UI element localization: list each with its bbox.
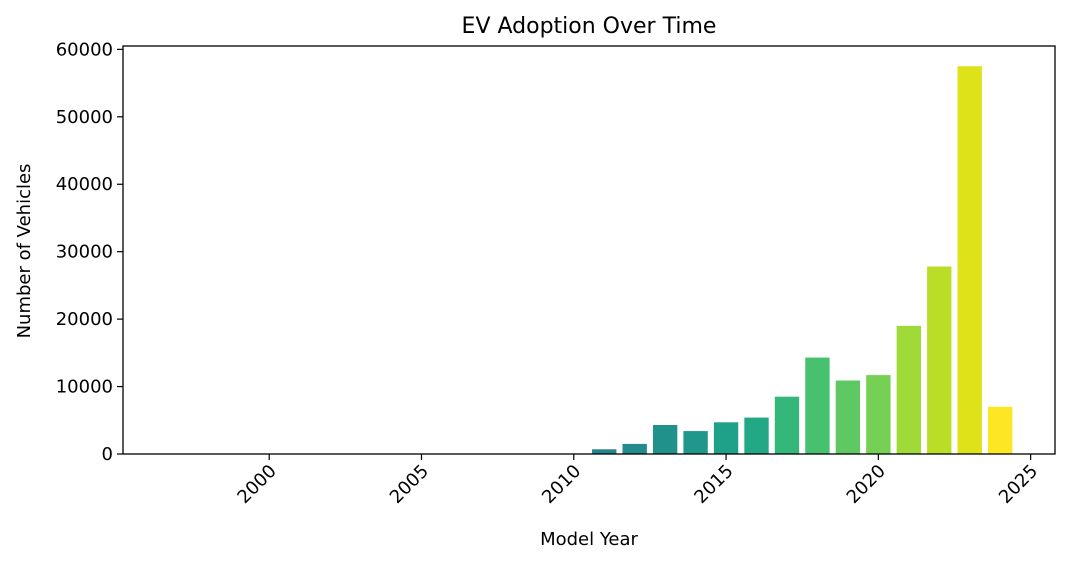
y-tick-label: 0 xyxy=(102,444,113,465)
y-tick-label: 60000 xyxy=(56,39,113,60)
y-axis-label: Number of Vehicles xyxy=(14,164,35,339)
bar-2022 xyxy=(927,266,952,454)
bar-2018 xyxy=(805,357,830,454)
bar-2017 xyxy=(774,396,800,454)
bar-2013 xyxy=(652,425,678,454)
bar-2014 xyxy=(683,431,708,454)
y-tick-label: 10000 xyxy=(56,377,113,398)
x-tick-label: 2015 xyxy=(690,461,737,508)
chart-title: EV Adoption Over Time xyxy=(462,14,717,39)
plot-frame xyxy=(122,45,1056,455)
x-tick-label: 2010 xyxy=(538,461,585,508)
x-tick-label: 2025 xyxy=(995,461,1042,508)
y-tick-label: 30000 xyxy=(56,242,113,263)
bar-2012 xyxy=(622,443,647,454)
bar-2024 xyxy=(987,406,1013,454)
bar-2020 xyxy=(866,375,891,454)
x-tick-label: 2020 xyxy=(843,461,890,508)
x-ticks: 2000 2005 2010 2015 2020 2025 xyxy=(233,454,1042,508)
bar-2021 xyxy=(896,325,921,454)
y-tick-label: 50000 xyxy=(56,107,113,128)
x-axis-label: Model Year xyxy=(540,529,638,550)
x-tick-label: 2005 xyxy=(386,461,433,508)
y-tick-label: 20000 xyxy=(56,309,113,330)
bar-2016 xyxy=(744,417,769,454)
bar-2011 xyxy=(592,449,617,454)
x-tick-label: 2000 xyxy=(233,461,280,508)
y-tick-label: 40000 xyxy=(56,174,113,195)
bar-2019 xyxy=(835,380,861,454)
bar-2015 xyxy=(713,422,739,454)
bar-2023 xyxy=(957,66,982,454)
bars-group xyxy=(165,66,1013,454)
y-ticks: 0 10000 20000 30000 40000 50000 60000 xyxy=(56,39,123,465)
